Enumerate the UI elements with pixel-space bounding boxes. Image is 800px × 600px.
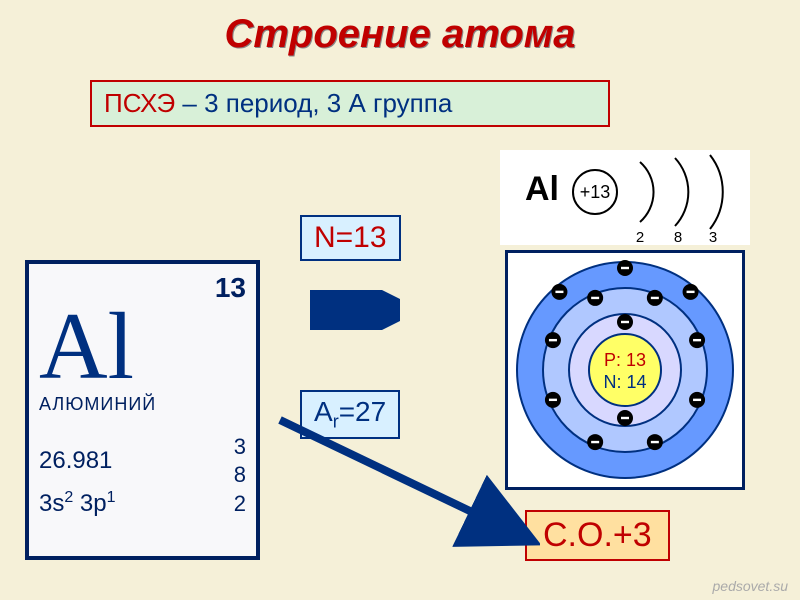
pshe-label: ПСХЭ — [104, 88, 175, 118]
svg-text:8: 8 — [674, 229, 682, 245]
bohr-model: P: 13N: 14 — [505, 250, 745, 490]
arrow-icon — [310, 290, 400, 330]
period-text: – 3 период, 3 А группа — [175, 88, 452, 118]
arc-charge: +13 — [580, 182, 611, 202]
oxidation-state-box: С.О.+3 — [525, 510, 670, 561]
atomic-mass: 26.981 — [39, 447, 116, 475]
electron-config: 3s2 3p1 — [39, 489, 116, 518]
periodic-element-card: 13 Al АЛЮМИНИЙ 26.981 3s2 3p1 3 8 2 — [25, 260, 260, 560]
element-symbol: Al — [39, 304, 246, 390]
svg-text:3: 3 — [709, 229, 717, 245]
page-title: Строение атома — [0, 0, 800, 57]
arc-symbol: Al — [525, 170, 559, 208]
svg-text:P: 13: P: 13 — [604, 350, 646, 370]
period-group-box: ПСХЭ – 3 период, 3 А группа — [90, 80, 610, 127]
watermark: pedsovet.su — [713, 578, 789, 594]
n-value-box: N=13 — [300, 215, 401, 261]
svg-text:N: 14: N: 14 — [603, 372, 646, 392]
svg-text:2: 2 — [636, 229, 644, 245]
shell-numbers: 3 8 2 — [234, 433, 246, 519]
element-name: АЛЮМИНИЙ — [39, 394, 246, 415]
arrow-icon — [270, 410, 540, 550]
shell-arc-diagram: Al +13 2 8 3 — [500, 150, 750, 245]
